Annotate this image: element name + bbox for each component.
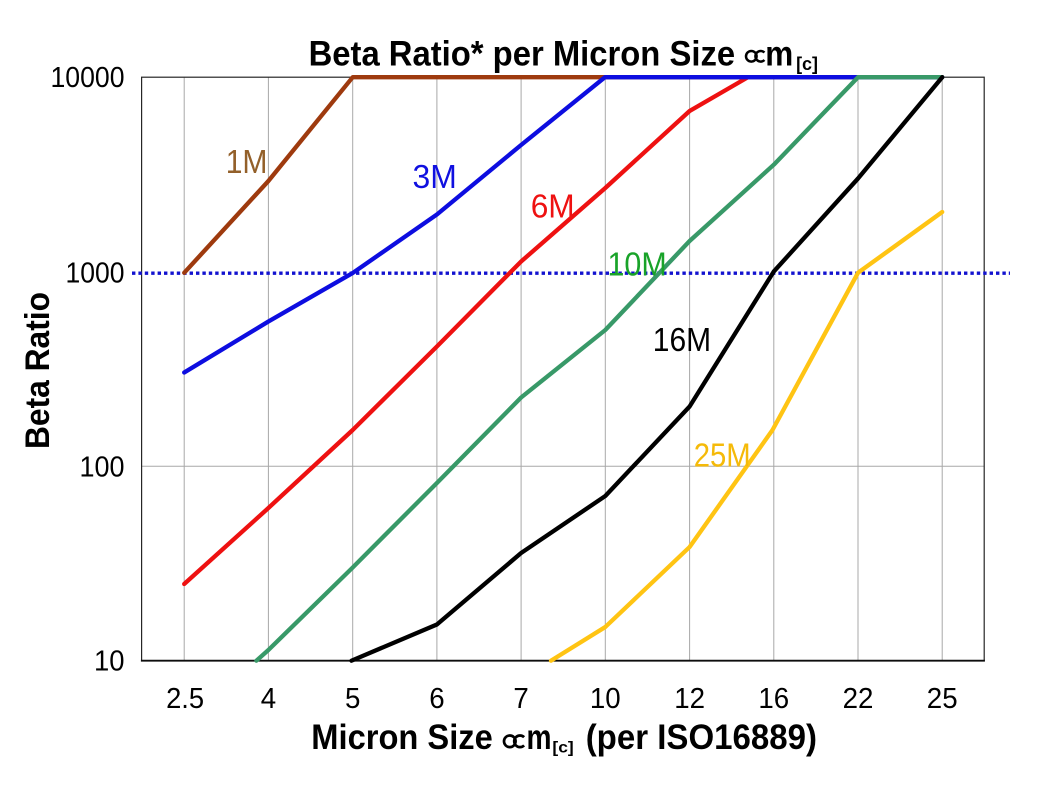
svg-text:7: 7	[513, 683, 528, 715]
svg-text:10: 10	[94, 646, 125, 678]
svg-text:16M: 16M	[653, 321, 711, 358]
svg-text:10000: 10000	[51, 62, 125, 94]
svg-text:(per ISO16889): (per ISO16889)	[586, 718, 817, 757]
svg-text:Micron Size: Micron Size	[311, 718, 493, 757]
svg-text:10: 10	[590, 683, 621, 715]
svg-text:12: 12	[674, 683, 705, 715]
svg-text:[c]: [c]	[552, 739, 573, 756]
svg-text:m: m	[765, 35, 793, 74]
svg-text:25M: 25M	[694, 436, 751, 473]
svg-text:16: 16	[758, 683, 789, 715]
svg-text:100: 100	[80, 452, 125, 484]
svg-text:Beta Ratio* per Micron Size: Beta Ratio* per Micron Size	[309, 35, 735, 74]
svg-text:25: 25	[927, 683, 958, 715]
svg-text:[c]: [c]	[796, 54, 818, 74]
svg-text:6: 6	[429, 683, 444, 715]
svg-text:22: 22	[843, 683, 874, 715]
svg-text:Beta Ratio: Beta Ratio	[19, 292, 57, 449]
svg-text:1000: 1000	[66, 258, 125, 290]
svg-text:6M: 6M	[531, 187, 575, 224]
svg-text:4: 4	[261, 683, 276, 715]
svg-text:5: 5	[345, 683, 360, 715]
svg-text:2.5: 2.5	[166, 683, 204, 715]
svg-text:m: m	[527, 718, 552, 757]
svg-text:1M: 1M	[226, 143, 268, 180]
svg-text:3M: 3M	[413, 158, 457, 195]
svg-text:10M: 10M	[608, 246, 667, 283]
